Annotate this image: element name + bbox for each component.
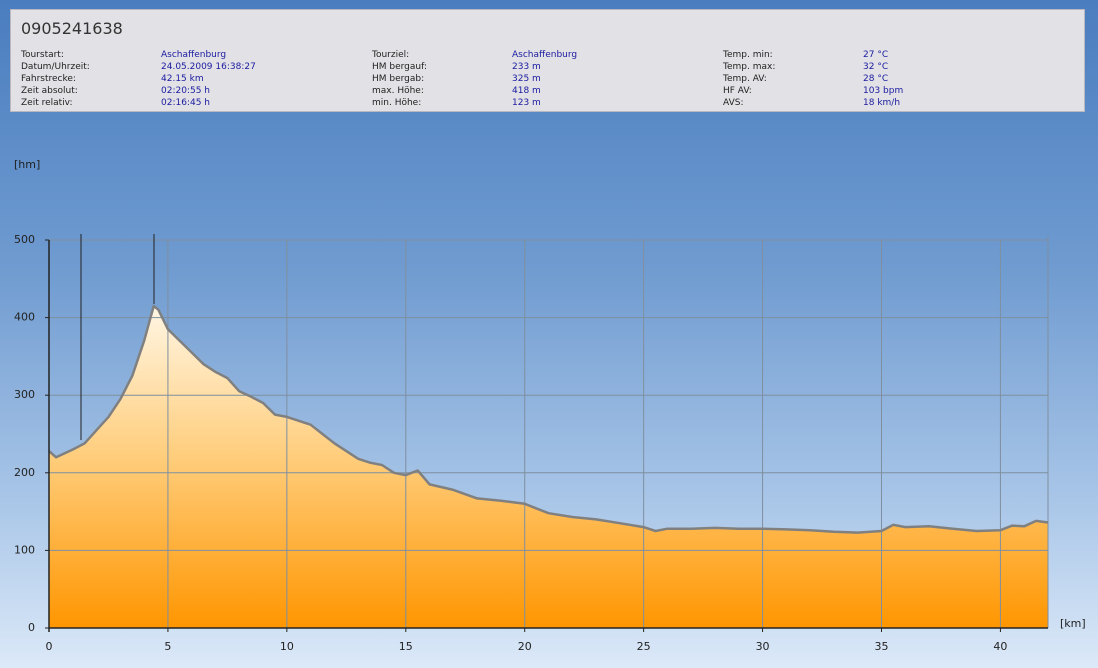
elevation-line xyxy=(48,304,1049,534)
field-label: Zeit absolut: xyxy=(21,86,78,96)
x-tick-label: 40 xyxy=(993,640,1007,653)
y-tick-label: 400 xyxy=(14,311,35,324)
field-value: 325 m xyxy=(512,74,541,84)
field-label: Tourstart: xyxy=(21,50,64,60)
x-tick-label: 20 xyxy=(518,640,532,653)
field-label: Temp. min: xyxy=(723,50,773,60)
area-fill xyxy=(49,306,1048,628)
tour-title: 0905241638 xyxy=(21,19,123,38)
field-value: 02:16:45 h xyxy=(161,98,210,108)
x-tick-label: 35 xyxy=(875,640,889,653)
field-label: Tourziel: xyxy=(372,50,410,60)
field-value: 123 m xyxy=(512,98,541,108)
field-label: Datum/Uhrzeit: xyxy=(21,62,90,72)
field-label: AVS: xyxy=(723,98,744,108)
field-label: max. Höhe: xyxy=(372,86,424,96)
field-value: 32 °C xyxy=(863,62,889,72)
y-tick-label: 100 xyxy=(14,543,35,556)
field-value: Aschaffenburg xyxy=(512,50,578,60)
field-label: Fahrstrecke: xyxy=(21,74,76,84)
x-axis-label: [km] xyxy=(1060,617,1086,630)
field-value: 18 km/h xyxy=(863,98,901,108)
x-tick-label: 25 xyxy=(637,640,651,653)
y-tick-label: 300 xyxy=(14,388,35,401)
x-tick-label: 30 xyxy=(756,640,770,653)
field-label: HM bergab: xyxy=(372,74,425,84)
field-value: 27 °C xyxy=(863,50,889,60)
y-tick-label: 0 xyxy=(28,621,35,634)
x-tick-label: 0 xyxy=(46,640,53,653)
y-tick-label: 500 xyxy=(14,233,35,246)
field-label: min. Höhe: xyxy=(372,98,422,108)
y-axis-label: [hm] xyxy=(14,158,40,171)
field-value: Aschaffenburg xyxy=(161,50,227,60)
info-panel: 0905241638 Tourstart: Aschaffenburg Datum/… xyxy=(10,9,1085,112)
field-label: Zeit relativ: xyxy=(21,98,73,108)
field-value: 233 m xyxy=(512,62,541,72)
x-tick-label: 15 xyxy=(399,640,413,653)
field-value: 42.15 km xyxy=(161,74,204,84)
field-value: 28 °C xyxy=(863,74,889,84)
field-value: 418 m xyxy=(512,86,541,96)
field-label: HM bergauf: xyxy=(372,62,427,72)
field-label: Temp. AV: xyxy=(723,74,767,84)
x-tick-label: 10 xyxy=(280,640,294,653)
field-value: 103 bpm xyxy=(863,86,904,96)
field-label: HF AV: xyxy=(723,86,752,96)
field-value: 02:20:55 h xyxy=(161,86,210,96)
x-tick-label: 5 xyxy=(164,640,171,653)
field-label: Temp. max: xyxy=(723,62,776,72)
field-value: 24.05.2009 16:38:27 xyxy=(161,62,256,72)
y-tick-label: 200 xyxy=(14,466,35,479)
